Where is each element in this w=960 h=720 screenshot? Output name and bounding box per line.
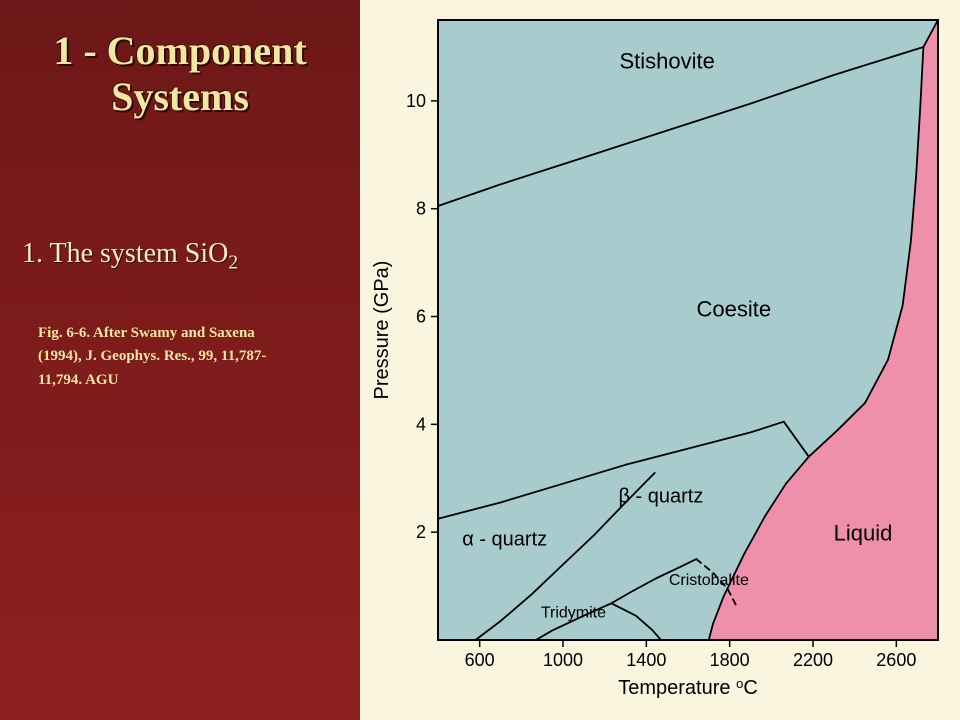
title-line-2: Systems — [111, 74, 249, 119]
svg-text:Coesite: Coesite — [697, 297, 772, 322]
svg-text:1400: 1400 — [626, 650, 666, 670]
slide-root: 1 - Component Systems 1. The system SiO2… — [0, 0, 960, 720]
slide-title: 1 - Component Systems — [12, 28, 348, 120]
svg-text:Stishovite: Stishovite — [619, 49, 714, 74]
left-panel: 1 - Component Systems 1. The system SiO2… — [0, 0, 360, 720]
svg-text:4: 4 — [416, 414, 426, 434]
phase-diagram-svg: 60010001400180022002600246810Temperature… — [360, 0, 960, 720]
svg-text:Pressure (GPa): Pressure (GPa) — [371, 261, 393, 400]
svg-text:6: 6 — [416, 307, 426, 327]
svg-text:Cristobalite: Cristobalite — [669, 572, 749, 589]
svg-text:600: 600 — [465, 650, 495, 670]
svg-text:Tridymite: Tridymite — [541, 604, 606, 621]
svg-text:2200: 2200 — [793, 650, 833, 670]
phase-diagram: 60010001400180022002600246810Temperature… — [360, 0, 960, 720]
svg-text:Liquid: Liquid — [834, 520, 893, 545]
figure-caption: Fig. 6-6. After Swamy and Saxena (1994),… — [38, 322, 288, 392]
svg-text:α - quartz: α - quartz — [462, 529, 547, 551]
svg-text:8: 8 — [416, 199, 426, 219]
svg-text:2600: 2600 — [876, 650, 916, 670]
title-line-1: 1 - Component — [53, 28, 306, 73]
subheading-subscript: 2 — [228, 253, 238, 274]
subheading: 1. The system SiO2 — [22, 238, 238, 275]
svg-text:10: 10 — [406, 91, 426, 111]
svg-text:2: 2 — [416, 522, 426, 542]
svg-text:1000: 1000 — [543, 650, 583, 670]
svg-text:1800: 1800 — [710, 650, 750, 670]
svg-text:β - quartz: β - quartz — [618, 486, 703, 508]
subheading-text: 1. The system SiO — [22, 238, 228, 269]
